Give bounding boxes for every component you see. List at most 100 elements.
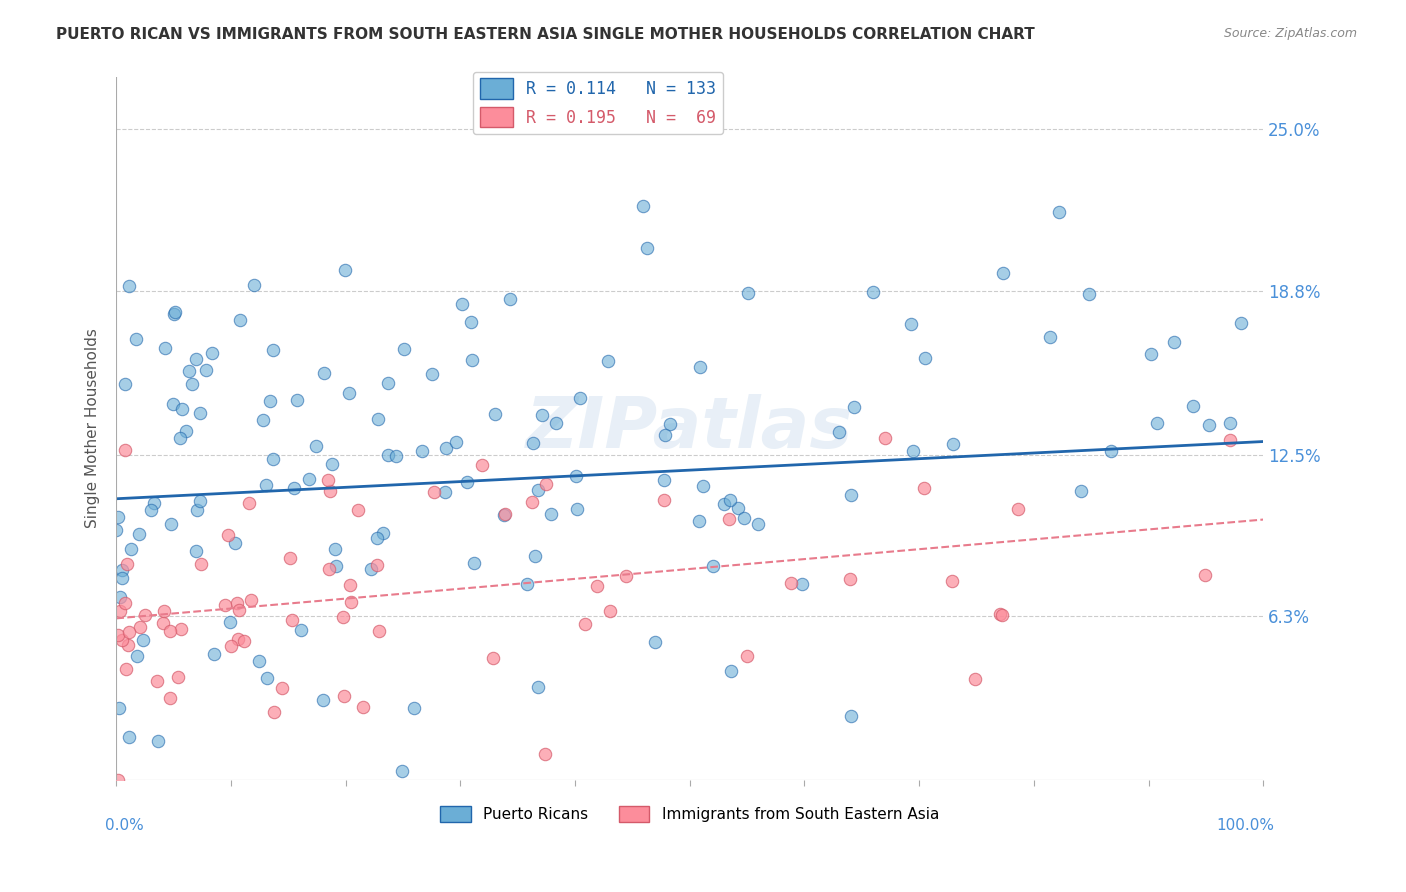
Point bbox=[114, 443, 136, 458]
Point bbox=[718, 511, 741, 525]
Point bbox=[614, 569, 637, 583]
Point bbox=[281, 613, 304, 627]
Point bbox=[377, 448, 399, 462]
Point bbox=[636, 242, 658, 256]
Point bbox=[689, 359, 711, 374]
Point bbox=[420, 367, 443, 381]
Point bbox=[1198, 417, 1220, 432]
Point bbox=[188, 494, 211, 508]
Point bbox=[900, 317, 922, 331]
Point bbox=[162, 397, 184, 411]
Point bbox=[243, 277, 266, 292]
Point bbox=[1070, 483, 1092, 498]
Point bbox=[516, 576, 538, 591]
Point bbox=[366, 531, 388, 545]
Point bbox=[1039, 330, 1062, 344]
Point bbox=[312, 693, 335, 707]
Point bbox=[290, 623, 312, 637]
Point bbox=[565, 469, 588, 483]
Text: PUERTO RICAN VS IMMIGRANTS FROM SOUTH EASTERN ASIA SINGLE MOTHER HOUSEHOLDS CORR: PUERTO RICAN VS IMMIGRANTS FROM SOUTH EA… bbox=[56, 27, 1035, 42]
Point bbox=[377, 376, 399, 390]
Point bbox=[217, 528, 239, 542]
Point bbox=[422, 484, 444, 499]
Point bbox=[190, 557, 212, 571]
Point bbox=[232, 633, 254, 648]
Point bbox=[177, 364, 200, 378]
Point bbox=[118, 625, 141, 640]
Point bbox=[411, 443, 433, 458]
Point bbox=[790, 577, 813, 591]
Legend: Puerto Ricans, Immigrants from South Eastern Asia: Puerto Ricans, Immigrants from South Eas… bbox=[434, 800, 945, 828]
Point bbox=[718, 492, 741, 507]
Point bbox=[727, 500, 749, 515]
Point bbox=[125, 332, 148, 346]
Point bbox=[434, 485, 457, 500]
Point bbox=[148, 734, 170, 748]
Point bbox=[226, 596, 249, 610]
Point bbox=[111, 571, 134, 585]
Point bbox=[228, 632, 250, 646]
Point bbox=[132, 633, 155, 648]
Point bbox=[159, 690, 181, 705]
Point bbox=[108, 604, 131, 618]
Point bbox=[599, 604, 621, 618]
Point bbox=[114, 596, 136, 610]
Point bbox=[385, 450, 408, 464]
Point bbox=[224, 536, 246, 550]
Y-axis label: Single Mother Households: Single Mother Households bbox=[86, 328, 100, 528]
Point bbox=[565, 501, 588, 516]
Point bbox=[127, 649, 149, 664]
Point bbox=[534, 747, 557, 761]
Point bbox=[392, 343, 415, 357]
Point bbox=[941, 436, 963, 450]
Point bbox=[1163, 335, 1185, 350]
Point bbox=[1194, 568, 1216, 582]
Point bbox=[134, 607, 156, 622]
Point bbox=[108, 591, 131, 605]
Point bbox=[325, 542, 347, 557]
Point bbox=[107, 628, 129, 642]
Point bbox=[1146, 417, 1168, 431]
Point bbox=[262, 451, 284, 466]
Point bbox=[298, 472, 321, 486]
Point bbox=[1047, 205, 1070, 219]
Point bbox=[145, 673, 167, 688]
Point bbox=[105, 524, 128, 538]
Point bbox=[451, 297, 474, 311]
Point bbox=[120, 541, 142, 556]
Point bbox=[159, 624, 181, 639]
Point bbox=[463, 556, 485, 570]
Point bbox=[360, 562, 382, 576]
Point bbox=[568, 391, 591, 405]
Point bbox=[186, 503, 208, 517]
Point bbox=[914, 351, 936, 366]
Point bbox=[702, 558, 724, 573]
Point bbox=[912, 481, 935, 495]
Point bbox=[332, 609, 354, 624]
Point bbox=[111, 563, 134, 577]
Point bbox=[170, 401, 193, 416]
Point bbox=[492, 508, 515, 522]
Point bbox=[240, 592, 263, 607]
Point bbox=[174, 424, 197, 438]
Point bbox=[688, 514, 710, 528]
Point bbox=[153, 604, 176, 618]
Point bbox=[654, 427, 676, 442]
Point bbox=[107, 510, 129, 524]
Point bbox=[166, 670, 188, 684]
Point bbox=[862, 285, 884, 299]
Point bbox=[285, 392, 308, 407]
Point bbox=[259, 393, 281, 408]
Point bbox=[484, 408, 506, 422]
Point bbox=[318, 473, 340, 487]
Point bbox=[114, 377, 136, 392]
Point bbox=[991, 608, 1014, 623]
Point bbox=[141, 503, 163, 517]
Point bbox=[256, 672, 278, 686]
Point bbox=[247, 654, 270, 668]
Point bbox=[263, 706, 285, 720]
Text: Source: ZipAtlas.com: Source: ZipAtlas.com bbox=[1223, 27, 1357, 40]
Point bbox=[117, 730, 139, 744]
Point bbox=[391, 764, 413, 779]
Point bbox=[1007, 501, 1029, 516]
